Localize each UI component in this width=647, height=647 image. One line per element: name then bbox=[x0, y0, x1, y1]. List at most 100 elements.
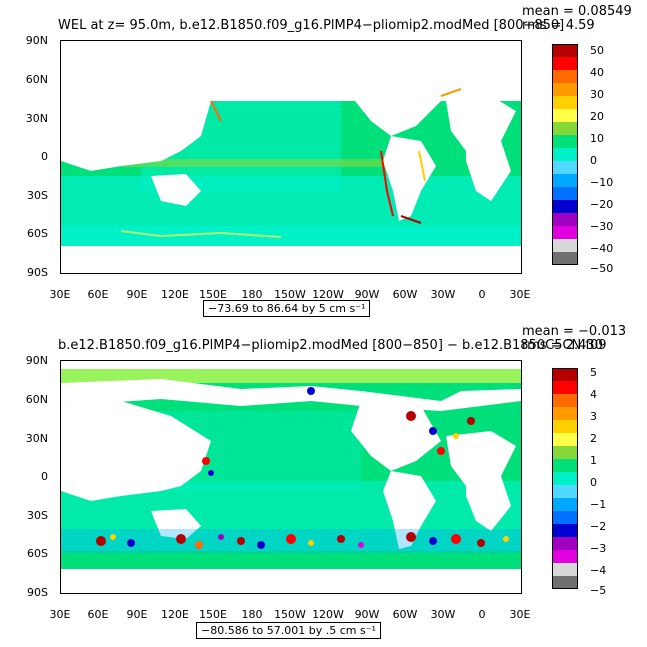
colorbar-label: −5 bbox=[590, 584, 607, 597]
colorbar-label: −4 bbox=[590, 564, 607, 577]
lat-label: 60N bbox=[25, 73, 48, 86]
colorbar-swatch bbox=[552, 472, 578, 485]
colorbar bbox=[552, 368, 578, 589]
colorbar-label: −2 bbox=[590, 520, 607, 533]
lon-label: 120W bbox=[312, 288, 344, 301]
colorbar-label: 5 bbox=[590, 366, 597, 379]
colorbar-swatch bbox=[552, 368, 578, 381]
lon-label: 180 bbox=[241, 608, 263, 621]
colorbar-swatch bbox=[552, 187, 578, 200]
colorbar-label: 40 bbox=[590, 66, 604, 79]
lon-label: 30E bbox=[49, 608, 71, 621]
map-panel-2: b.e12.B1850.f09_g16.PlMP4−pliomip2.modMe… bbox=[0, 320, 647, 647]
colorbar-label: 3 bbox=[590, 410, 597, 423]
lat-label: 30S bbox=[27, 509, 48, 522]
mean-value: mean = 0.08549 bbox=[522, 4, 632, 19]
lon-label: 150E bbox=[199, 608, 227, 621]
colorbar-label: 4 bbox=[590, 388, 597, 401]
lon-label: 30E bbox=[509, 608, 531, 621]
lat-label: 60S bbox=[27, 547, 48, 560]
colorbar-swatch bbox=[552, 252, 578, 265]
colorbar-label: 20 bbox=[590, 110, 604, 123]
ocean-field-map bbox=[61, 41, 521, 273]
colorbar-swatch bbox=[552, 213, 578, 226]
lon-label: 120W bbox=[312, 608, 344, 621]
lat-label: 90S bbox=[27, 586, 48, 599]
colorbar-label: 0 bbox=[590, 476, 597, 489]
colorbar-swatch bbox=[552, 226, 578, 239]
colorbar-swatch bbox=[552, 394, 578, 407]
colorbar-label: −50 bbox=[590, 262, 614, 275]
colorbar-swatch bbox=[552, 174, 578, 187]
lon-label: 90W bbox=[354, 288, 380, 301]
lon-label: 150W bbox=[274, 608, 306, 621]
colorbar-swatch bbox=[552, 239, 578, 252]
colorbar-swatch bbox=[552, 381, 578, 394]
colorbar-swatch bbox=[552, 44, 578, 57]
eddy-band bbox=[61, 529, 521, 553]
colorbar-label: −1 bbox=[590, 498, 607, 511]
lon-label: 150W bbox=[274, 288, 306, 301]
lon-label: 30E bbox=[509, 288, 531, 301]
lat-label: 90N bbox=[25, 354, 48, 367]
colorbar-swatch bbox=[552, 122, 578, 135]
colorbar-label: −20 bbox=[590, 198, 614, 211]
colorbar-swatch bbox=[552, 200, 578, 213]
panel-title: b.e12.B1850.f09_g16.PlMP4−pliomip2.modMe… bbox=[58, 338, 607, 353]
map-plot-area bbox=[60, 360, 522, 594]
lat-label: 90S bbox=[27, 266, 48, 279]
lon-label: 60E bbox=[87, 608, 109, 621]
colorbar-swatch bbox=[552, 524, 578, 537]
lon-label: 90E bbox=[126, 608, 148, 621]
colorbar-swatch bbox=[552, 550, 578, 563]
colorbar-swatch bbox=[552, 83, 578, 96]
lon-label: 0 bbox=[478, 288, 486, 301]
lat-label: 90N bbox=[25, 34, 48, 47]
lon-label: 180 bbox=[241, 288, 263, 301]
lon-label: 120E bbox=[161, 288, 189, 301]
colorbar-label: 50 bbox=[590, 44, 604, 57]
rms-value: rms = 4.59 bbox=[522, 18, 595, 33]
lat-label: 0 bbox=[41, 150, 48, 163]
lon-label: 60W bbox=[392, 608, 418, 621]
colorbar-label: 1 bbox=[590, 454, 597, 467]
colorbar-swatch bbox=[552, 70, 578, 83]
colorbar-label: −30 bbox=[590, 220, 614, 233]
colorbar-swatch bbox=[552, 459, 578, 472]
colorbar-swatch bbox=[552, 148, 578, 161]
colorbar-swatch bbox=[552, 446, 578, 459]
lon-label: 120E bbox=[161, 608, 189, 621]
lon-label: 30E bbox=[49, 288, 71, 301]
colorbar-label: 0 bbox=[590, 154, 597, 167]
colorbar-swatch bbox=[552, 135, 578, 148]
colorbar-swatch bbox=[552, 485, 578, 498]
contour-range-label: −73.69 to 86.64 by 5 cm s⁻¹ bbox=[203, 300, 371, 317]
rms-value: rms = 2.430 bbox=[522, 338, 603, 353]
colorbar-swatch bbox=[552, 57, 578, 70]
colorbar-swatch bbox=[552, 576, 578, 589]
lon-label: 30W bbox=[430, 608, 456, 621]
lon-label: 90E bbox=[126, 288, 148, 301]
colorbar-label: 30 bbox=[590, 88, 604, 101]
colorbar-label: −10 bbox=[590, 176, 614, 189]
panel-title: WEL at z= 95.0m, b.e12.B1850.f09_g16.PlM… bbox=[58, 18, 565, 33]
ocean-difference-map bbox=[61, 361, 521, 593]
colorbar-swatch bbox=[552, 498, 578, 511]
colorbar-label: −40 bbox=[590, 242, 614, 255]
colorbar-swatch bbox=[552, 96, 578, 109]
lat-label: 30S bbox=[27, 189, 48, 202]
colorbar-swatch bbox=[552, 537, 578, 550]
lon-label: 90W bbox=[354, 608, 380, 621]
lon-label: 0 bbox=[478, 608, 486, 621]
colorbar-swatch bbox=[552, 420, 578, 433]
colorbar-swatch bbox=[552, 161, 578, 174]
lat-label: 30N bbox=[25, 432, 48, 445]
colorbar-label: 2 bbox=[590, 432, 597, 445]
lon-label: 60E bbox=[87, 288, 109, 301]
colorbar-label: 10 bbox=[590, 132, 604, 145]
colorbar-label: −3 bbox=[590, 542, 607, 555]
lat-label: 0 bbox=[41, 470, 48, 483]
lon-label: 30W bbox=[430, 288, 456, 301]
lat-label: 30N bbox=[25, 112, 48, 125]
lat-label: 60S bbox=[27, 227, 48, 240]
